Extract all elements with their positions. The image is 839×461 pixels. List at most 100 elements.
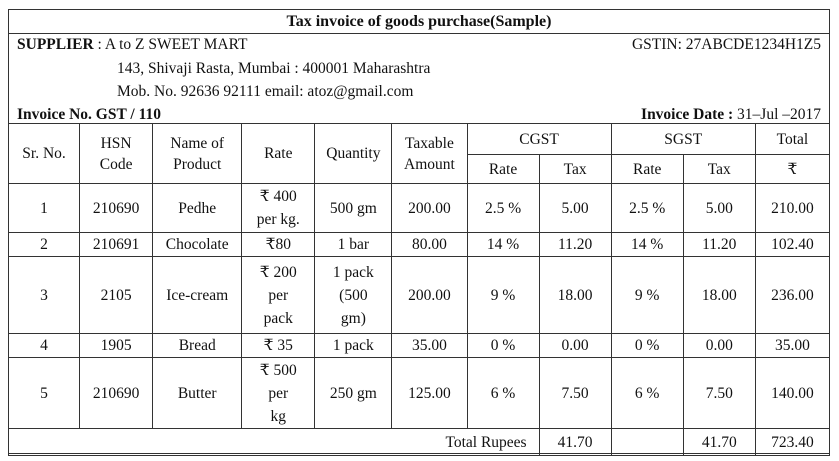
cell-sgst-rate: 14 %	[610, 232, 684, 257]
cell-qty-line: gm)	[340, 309, 366, 327]
cell-cgst-rate: 0 %	[466, 333, 540, 358]
cell-quantity: 1 pack (500 gm)	[314, 256, 393, 334]
supplier-line: SUPPLIER : A to Z SWEET MART	[17, 36, 247, 54]
cell-rate-line: ₹ 400	[259, 188, 297, 205]
cell-cgst-rate: 6 %	[466, 357, 540, 429]
table-row: 4 1905 Bread ₹ 35 1 pack 35.00 0 % 0.00 …	[7, 333, 831, 358]
invoice-title: Tax invoice of goods purchase(Sample)	[9, 10, 829, 34]
cell-hsn: 2105	[79, 256, 154, 334]
cell-sgst-tax: 18.00	[682, 256, 756, 334]
cell-quantity: 1 pack	[314, 333, 393, 358]
cell-cgst-tax: 5.00	[538, 183, 612, 233]
cell-product: Butter	[152, 357, 243, 429]
cell-rate: ₹80	[241, 232, 316, 257]
header-product-line2: Product	[173, 155, 222, 173]
cell-sr: 2	[7, 232, 81, 257]
table-row: 1 210690 Pedhe ₹ 400 per kg. 500 gm 200.…	[7, 183, 831, 233]
cell-sgst-rate: 9 %	[610, 256, 684, 334]
invoice-date: Invoice Date : 31–Jul –2017	[641, 106, 821, 124]
supplier-name: A to Z SWEET MART	[104, 36, 248, 53]
header-taxable-line1: Taxable	[405, 134, 454, 152]
header-taxable-amount: Taxable Amount	[391, 123, 468, 184]
cell-sgst-rate: 6 %	[610, 357, 684, 429]
cell-cgst-rate: 9 %	[466, 256, 540, 334]
header-hsn-line2: Code	[99, 155, 133, 173]
table-row: 2 210691 Chocolate ₹80 1 bar 80.00 14 % …	[7, 232, 831, 257]
gstin: GSTIN: 27ABCDE1234H1Z5	[631, 36, 821, 53]
cell-hsn: 210690	[79, 183, 154, 233]
cell-cgst-rate: 2.5 %	[466, 183, 540, 233]
invoice-document: Tax invoice of goods purchase(Sample) SU…	[7, 9, 831, 456]
cell-rate-line: pack	[263, 309, 293, 327]
cell-cgst-tax: 0.00	[538, 333, 612, 358]
cell-sgst-tax: 0.00	[682, 333, 756, 358]
totals-grand-total: 723.40	[754, 428, 831, 456]
cell-total: 210.00	[754, 183, 831, 233]
cell-hsn: 210691	[79, 232, 154, 257]
cell-taxable: 80.00	[391, 232, 468, 257]
header-hsn-code: HSN Code	[79, 123, 154, 184]
cell-rate-line: ₹ 500	[259, 361, 297, 379]
cell-sgst-tax: 7.50	[682, 357, 756, 429]
header-product-line1: Name of	[170, 134, 225, 152]
totals-label: Total Rupees	[8, 428, 540, 456]
totals-sgst-tax: 41.70	[682, 428, 756, 456]
header-sgst-rate: Rate	[610, 154, 684, 184]
supplier-label: SUPPLIER	[17, 36, 94, 53]
cell-cgst-tax: 11.20	[538, 232, 612, 257]
supplier-block: SUPPLIER : A to Z SWEET MART GSTIN: 27AB…	[9, 34, 829, 124]
header-cgst: CGST	[466, 123, 612, 155]
cell-product: Chocolate	[152, 232, 243, 257]
header-product: Name of Product	[152, 123, 243, 184]
invoice-date-value: 31–Jul –2017	[737, 106, 821, 123]
cell-sgst-rate: 0 %	[610, 333, 684, 358]
header-total-unit: ₹	[754, 154, 831, 184]
cell-cgst-tax: 7.50	[538, 357, 612, 429]
cell-sr: 1	[7, 183, 81, 233]
cell-quantity: 250 gm	[314, 357, 393, 429]
header-taxable-line2: Amount	[404, 155, 455, 173]
cell-product: Pedhe	[152, 183, 243, 233]
invoice-table: Sr. No. HSN Code Name of Product Rate Qu…	[7, 123, 831, 456]
header-cgst-rate: Rate	[466, 154, 540, 184]
cell-quantity: 500 gm	[314, 183, 393, 233]
header-quantity: Quantity	[314, 123, 393, 184]
cell-rate-line: kg	[270, 407, 287, 425]
cell-taxable: 35.00	[391, 333, 468, 358]
cell-product: Bread	[152, 333, 243, 358]
cell-sr: 4	[7, 333, 81, 358]
cell-rate-line: per	[268, 384, 289, 402]
totals-row: Total Rupees 41.70 41.70 723.40	[8, 428, 831, 456]
table-row: 3 2105 Ice-cream ₹ 200 per pack 1 pack (…	[7, 256, 831, 334]
cell-sr: 5	[7, 357, 81, 429]
cell-total: 35.00	[754, 333, 831, 358]
cell-cgst-tax: 18.00	[538, 256, 612, 334]
supplier-address: 143, Shivaji Rasta, Mumbai : 400001 Maha…	[117, 60, 431, 77]
cell-taxable: 200.00	[391, 256, 468, 334]
totals-sgst-rate	[610, 428, 684, 456]
supplier-separator: :	[93, 36, 105, 53]
cell-sgst-tax: 11.20	[682, 232, 756, 257]
cell-rate: ₹ 400 per kg.	[241, 183, 316, 233]
cell-cgst-rate: 14 %	[466, 232, 540, 257]
cell-qty-line: 1 pack	[332, 263, 374, 281]
cell-sgst-tax: 5.00	[682, 183, 756, 233]
supplier-contact: Mob. No. 92636 92111 email: atoz@gmail.c…	[117, 83, 414, 100]
header-sgst-tax: Tax	[682, 154, 756, 184]
cell-sr: 3	[7, 256, 81, 334]
header-sgst: SGST	[610, 123, 756, 155]
cell-total: 140.00	[754, 357, 831, 429]
header-hsn-line1: HSN	[100, 134, 132, 152]
cell-rate: ₹ 35	[241, 333, 316, 358]
cell-rate-line: ₹ 200	[259, 263, 297, 281]
header-cgst-tax: Tax	[538, 154, 612, 184]
cell-rate-line: per kg.	[256, 211, 300, 228]
cell-hsn: 210690	[79, 357, 154, 429]
header-total: Total	[754, 123, 831, 155]
totals-cgst-tax: 41.70	[538, 428, 612, 456]
cell-total: 236.00	[754, 256, 831, 334]
table-row: 5 210690 Butter ₹ 500 per kg 250 gm 125.…	[7, 357, 831, 429]
cell-quantity: 1 bar	[314, 232, 393, 257]
cell-hsn: 1905	[79, 333, 154, 358]
invoice-date-label: Invoice Date :	[641, 106, 738, 123]
